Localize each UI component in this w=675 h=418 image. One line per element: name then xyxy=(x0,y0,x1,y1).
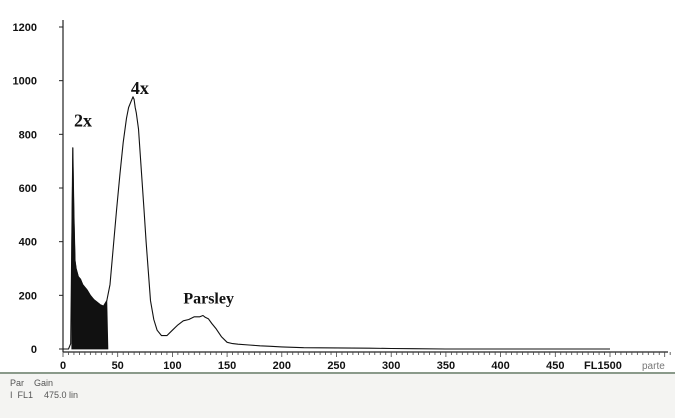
y-tick-label: 600 xyxy=(19,183,37,195)
x-tick-label: 250 xyxy=(327,360,345,372)
y-tick-label: 0 xyxy=(31,344,37,356)
x-tick-label: 100 xyxy=(163,360,181,372)
footer-par-label: Par xyxy=(10,378,25,388)
annotation-label: 4x xyxy=(131,78,149,98)
footer-par-value: I FL1 xyxy=(10,390,34,400)
x-tick-label: FL1500 xyxy=(584,360,622,372)
x-tick-label: 450 xyxy=(546,360,564,372)
x-extra-label: parte xyxy=(642,361,665,372)
x-tick-label: 200 xyxy=(273,360,291,372)
y-tick-label: 1000 xyxy=(13,76,37,88)
x-tick-label: 50 xyxy=(112,360,124,372)
footer-gain-label: Gain xyxy=(34,378,54,388)
y-tick-label: 200 xyxy=(19,290,37,302)
y-tick-label: 400 xyxy=(19,237,37,249)
y-tick-label: 1200 xyxy=(13,22,37,34)
x-tick-label: 150 xyxy=(218,360,236,372)
status-footer: Par Gain I FL1 475.0 lin xyxy=(0,372,675,418)
x-tick-label: 0 xyxy=(60,360,66,372)
gated-region-fill xyxy=(71,147,109,350)
footer-gain-value: 475.0 lin xyxy=(44,390,79,400)
y-tick-label: 800 xyxy=(19,129,37,141)
x-tick-label: 400 xyxy=(491,360,509,372)
plot-area: 0 200 400 600 800 1000 1200 0 50 100 150 200 250 300 3… xyxy=(13,20,671,372)
histogram-line xyxy=(63,96,610,350)
x-tick-label: 300 xyxy=(382,360,400,372)
annotation-label: 2x xyxy=(74,110,92,130)
x-tick-label: 350 xyxy=(437,360,455,372)
annotation-label: Parsley xyxy=(183,290,234,307)
